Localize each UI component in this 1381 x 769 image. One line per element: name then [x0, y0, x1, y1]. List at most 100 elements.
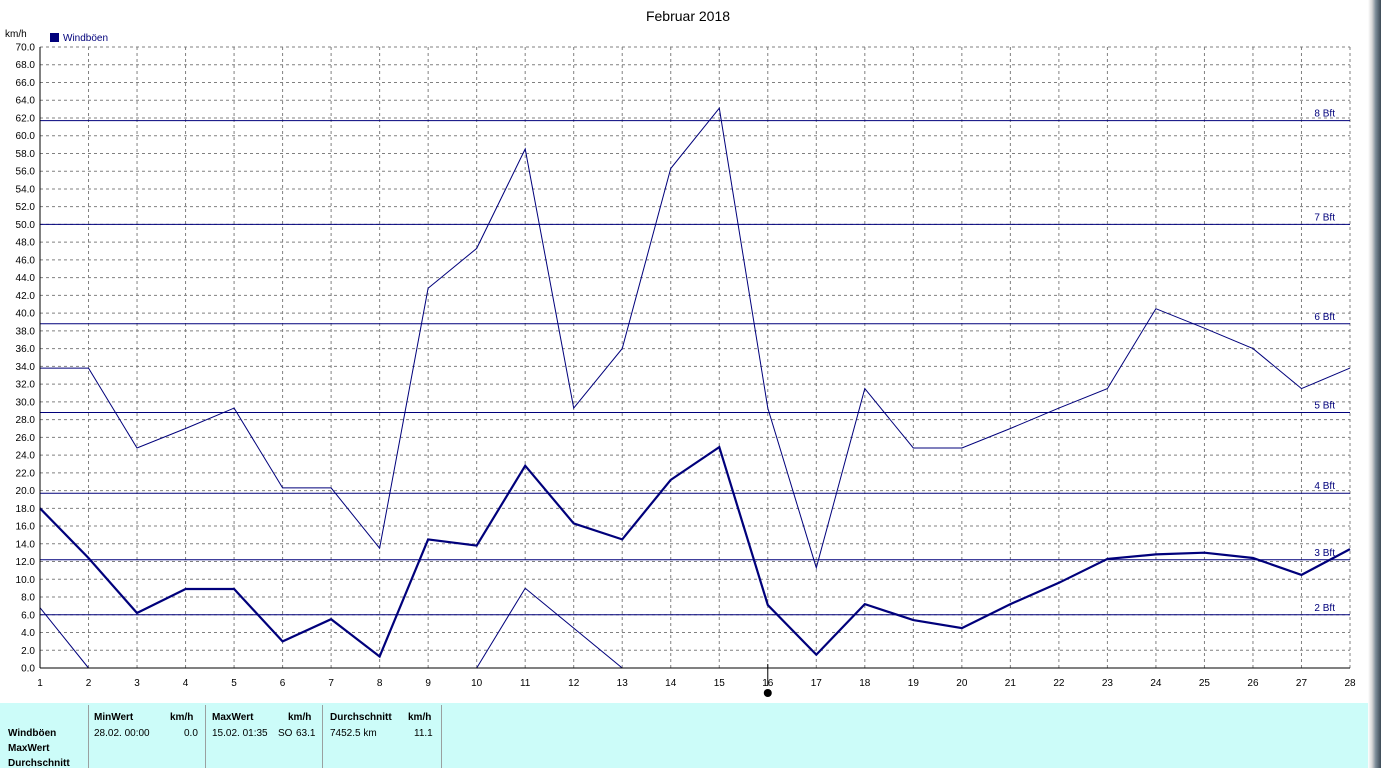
y-tick-label: 8.0: [21, 593, 35, 604]
x-tick-label: 6: [280, 678, 286, 689]
y-tick-label: 70.0: [16, 43, 36, 54]
y-tick-label: 34.0: [16, 362, 36, 373]
y-tick-label: 52.0: [16, 202, 36, 213]
y-tick-label: 30.0: [16, 397, 36, 408]
y-tick-label: 46.0: [16, 255, 36, 266]
y-tick-label: 26.0: [16, 433, 36, 444]
avg-header: Durchschnitt: [330, 712, 392, 723]
x-tick-label: 4: [183, 678, 189, 689]
row-label-windboeen: Windböen: [8, 728, 57, 739]
x-tick-label: 27: [1296, 678, 1308, 689]
x-tick-label: 10: [471, 678, 483, 689]
x-tick-label: 25: [1199, 678, 1211, 689]
y-tick-label: 68.0: [16, 60, 36, 71]
x-tick-label: 13: [617, 678, 629, 689]
y-tick-label: 42.0: [16, 291, 36, 302]
x-tick-label: 20: [956, 678, 968, 689]
x-tick-label: 17: [811, 678, 823, 689]
x-tick-label: 2: [86, 678, 92, 689]
y-tick-label: 40.0: [16, 309, 36, 320]
y-tick-label: 20.0: [16, 486, 36, 497]
avg-value: 11.1: [414, 728, 433, 739]
y-tick-label: 12.0: [16, 557, 36, 568]
beaufort-label: 2 Bft: [1314, 603, 1335, 614]
today-marker-dot: [763, 689, 772, 697]
y-tick-label: 22.0: [16, 468, 36, 479]
min-unit: km/h: [170, 712, 194, 723]
y-tick-label: 0.0: [21, 664, 35, 675]
avg-unit: km/h: [408, 712, 432, 723]
min-series-line: [39, 607, 89, 669]
wind-chart: Februar 2018 km/h Windböen 2 Bft 3 Bft 4 B…: [5, 8, 1356, 697]
y-tick-label: 2.0: [21, 646, 35, 657]
x-tick-label: 22: [1053, 678, 1065, 689]
beaufort-label: 7 Bft: [1314, 212, 1335, 223]
y-tick-label: 54.0: [16, 184, 36, 195]
legend-label: Windböen: [63, 33, 108, 44]
max-series-line: [40, 107, 1351, 570]
avg-series-line: [39, 445, 1351, 659]
x-tick-label: 14: [665, 678, 677, 689]
y-tick-label: 4.0: [21, 628, 35, 639]
legend-swatch: [50, 33, 59, 42]
x-tick-label: 11: [520, 678, 531, 689]
x-tick-label: 18: [859, 678, 871, 689]
beaufort-label: 8 Bft: [1314, 109, 1335, 120]
x-tick-label: 15: [714, 678, 726, 689]
divider: [441, 705, 442, 768]
y-tick-label: 58.0: [16, 149, 36, 160]
divider: [322, 705, 323, 768]
y-tick-label: 62.0: [16, 113, 36, 124]
x-tick-label: 28: [1344, 678, 1356, 689]
x-tick-label: 24: [1150, 678, 1162, 689]
window-edge: [1368, 0, 1381, 768]
y-tick-label: 60.0: [16, 131, 36, 142]
x-tick-label: 7: [328, 678, 334, 689]
y-tick-label: 16.0: [16, 522, 36, 533]
beaufort-label: 6 Bft: [1314, 312, 1335, 323]
y-tick-label: 10.0: [16, 575, 36, 586]
chart-title: Februar 2018: [646, 8, 730, 24]
stats-panel: Windböen MaxWert Durchschnitt MinWert km…: [0, 703, 1368, 769]
x-tick-label: 3: [134, 678, 140, 689]
min-header: MinWert: [94, 712, 134, 723]
y-tick-label: 66.0: [16, 78, 36, 89]
y-tick-label: 44.0: [16, 273, 36, 284]
min-series-line: [524, 587, 623, 669]
y-tick-label: 18.0: [16, 504, 36, 515]
y-tick-label: 32.0: [16, 380, 36, 391]
row-label-maxwert: MaxWert: [8, 743, 50, 754]
beaufort-label: 4 Bft: [1314, 481, 1335, 492]
y-tick-label: 36.0: [16, 344, 36, 355]
row-label-durchschnitt: Durchschnitt: [8, 758, 70, 769]
min-value: 0.0: [184, 728, 198, 739]
max-date: 15.02. 01:35: [212, 728, 268, 739]
x-tick-label: 8: [377, 678, 383, 689]
min-series-line: [476, 587, 526, 669]
avg-km: 7452.5 km: [330, 728, 377, 739]
x-tick-label: 1: [37, 678, 43, 689]
x-tick-label: 9: [425, 678, 431, 689]
divider: [88, 705, 89, 768]
x-tick-label: 12: [568, 678, 580, 689]
max-value: 63.1: [296, 728, 316, 739]
x-tick-label: 21: [1005, 678, 1017, 689]
x-tick-label: 19: [908, 678, 920, 689]
x-tick-label: 26: [1247, 678, 1259, 689]
max-direction: SO: [278, 728, 293, 739]
beaufort-label: 5 Bft: [1314, 401, 1335, 412]
beaufort-label: 3 Bft: [1314, 548, 1335, 559]
y-tick-label: 50.0: [16, 220, 36, 231]
y-tick-label: 48.0: [16, 238, 36, 249]
max-header: MaxWert: [212, 712, 254, 723]
x-tick-label: 23: [1102, 678, 1114, 689]
y-tick-label: 38.0: [16, 326, 36, 337]
divider: [205, 705, 206, 768]
y-tick-label: 6.0: [21, 610, 35, 621]
y-tick-label: 56.0: [16, 167, 36, 178]
min-date: 28.02. 00:00: [94, 728, 150, 739]
max-unit: km/h: [288, 712, 312, 723]
y-tick-label: 24.0: [16, 451, 36, 462]
y-tick-label: 64.0: [16, 96, 36, 107]
y-axis-unit: km/h: [5, 29, 27, 40]
